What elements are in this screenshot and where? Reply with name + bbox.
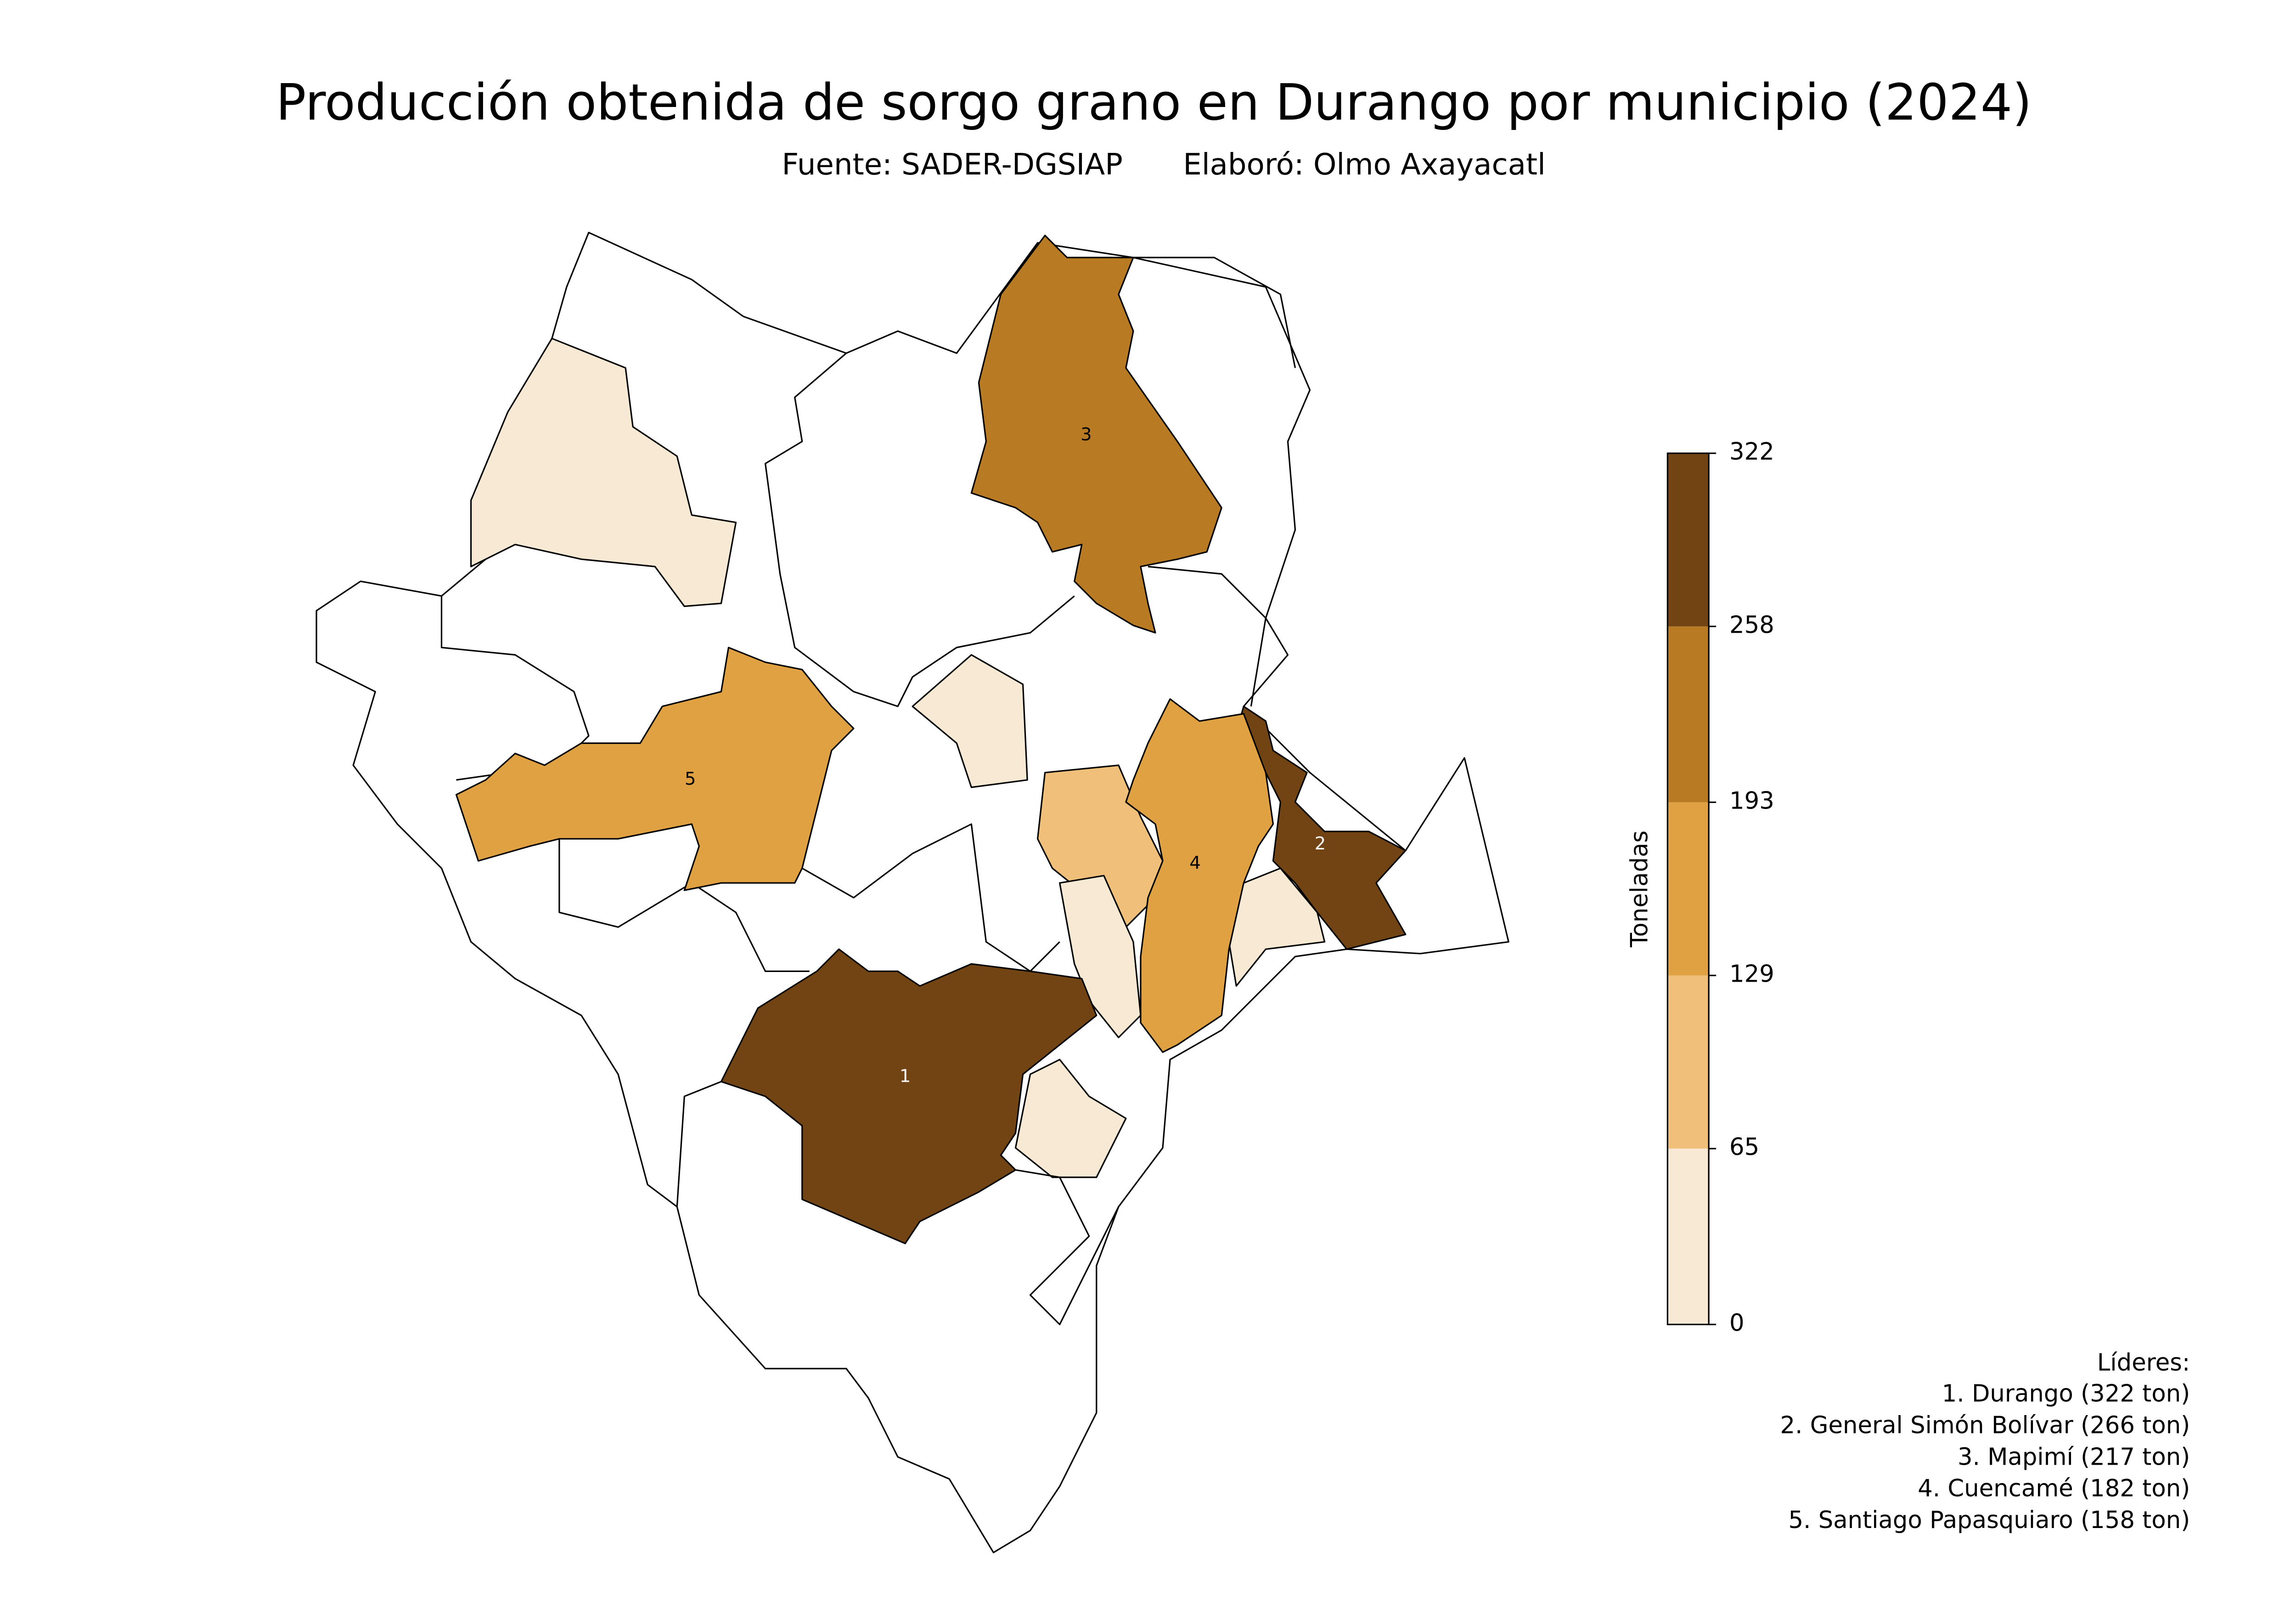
colorbar-frame: [1666, 452, 1710, 1326]
author: Elaboró: Olmo Axayacatl: [1183, 148, 1546, 182]
municipality: [1228, 705, 1407, 950]
legend-entry: 4. Cuencamé (182 ton): [1918, 1475, 2190, 1502]
colorbar: 0 65 129 193 258 322: [1666, 438, 1774, 1337]
tick-label: 322: [1729, 438, 1774, 466]
leaders-map: 1 2 3 4 5: [455, 235, 1407, 1244]
border: [765, 353, 1075, 708]
state-map: [315, 231, 1509, 1554]
legend-entry: 1. Durango (322 ton): [1942, 1380, 2190, 1407]
tick-label: 65: [1729, 1134, 1759, 1161]
region: [1059, 875, 1142, 1039]
municipality: [455, 646, 855, 891]
municipality: [970, 235, 1222, 634]
legend-entry: 3. Mapimí (217 ton): [1958, 1443, 2190, 1471]
border: [676, 1081, 722, 1207]
map-rank-label: 4: [1189, 853, 1200, 873]
tick-label: 193: [1729, 787, 1774, 815]
region: [470, 337, 737, 607]
tick-label: 129: [1729, 960, 1774, 988]
source: Fuente: SADER-DGSIAP: [782, 148, 1123, 182]
chart-title: Producción obtenida de sorgo grano en Du…: [276, 73, 2032, 132]
region: [912, 654, 1028, 788]
municipality: [720, 948, 1097, 1244]
colorbar-bin: [1667, 802, 1709, 976]
border: [1015, 1169, 1120, 1326]
legend-title: Líderes:: [2097, 1349, 2190, 1377]
map-rank-label: 5: [685, 769, 696, 789]
colorbar-bin: [1667, 453, 1709, 627]
map-rank-label: 3: [1080, 424, 1092, 445]
map-rank-label: 1: [900, 1066, 911, 1087]
region: [1228, 867, 1326, 987]
colorbar-bin: [1667, 626, 1709, 803]
tick-label: 258: [1729, 611, 1774, 639]
legend-entry: 2. General Simón Bolívar (266 ton): [1780, 1411, 2190, 1439]
tick-label: 0: [1729, 1309, 1745, 1337]
border: [1148, 566, 1267, 707]
municipality: [1125, 698, 1274, 1053]
colorbar-bin: [1667, 975, 1709, 1149]
legend-entry: 5. Santiago Papasquiaro (158 ton): [1788, 1506, 2190, 1534]
colorbar-bin: [1667, 1148, 1709, 1325]
map-rank-label: 2: [1315, 833, 1326, 854]
border: [1133, 257, 1296, 368]
colorbar-label: Toneladas: [1626, 831, 1654, 948]
region: [1014, 1059, 1127, 1178]
